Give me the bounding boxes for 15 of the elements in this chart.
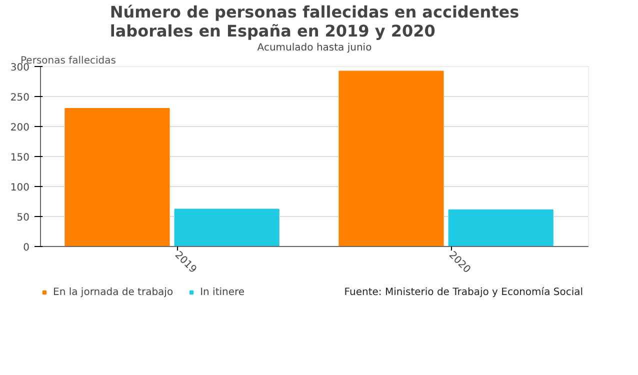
y-tick-label: 250: [10, 92, 30, 104]
y-tick-label: 150: [10, 152, 30, 164]
bar: [338, 70, 444, 246]
legend-label: In itinere: [200, 286, 245, 298]
y-tick-label: 200: [10, 122, 30, 134]
chart-subtitle: Acumulado hasta junio: [257, 42, 372, 54]
bar: [448, 209, 554, 246]
bar: [64, 108, 170, 246]
y-tick-label: 0: [23, 242, 30, 254]
chart-title: Número de personas fallecidas en accidentes laborales en España en 2019 y 2020: [110, 2, 520, 40]
bar: [174, 208, 280, 246]
legend-label: En la jornada de trabajo: [53, 286, 174, 298]
y-tick-label: 50: [16, 212, 30, 224]
y-tick-label: 100: [10, 182, 30, 194]
source-note: Fuente: Ministerio de Trabajo y Economía Social: [344, 287, 584, 298]
